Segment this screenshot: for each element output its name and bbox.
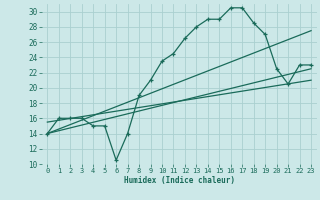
X-axis label: Humidex (Indice chaleur): Humidex (Indice chaleur): [124, 176, 235, 185]
